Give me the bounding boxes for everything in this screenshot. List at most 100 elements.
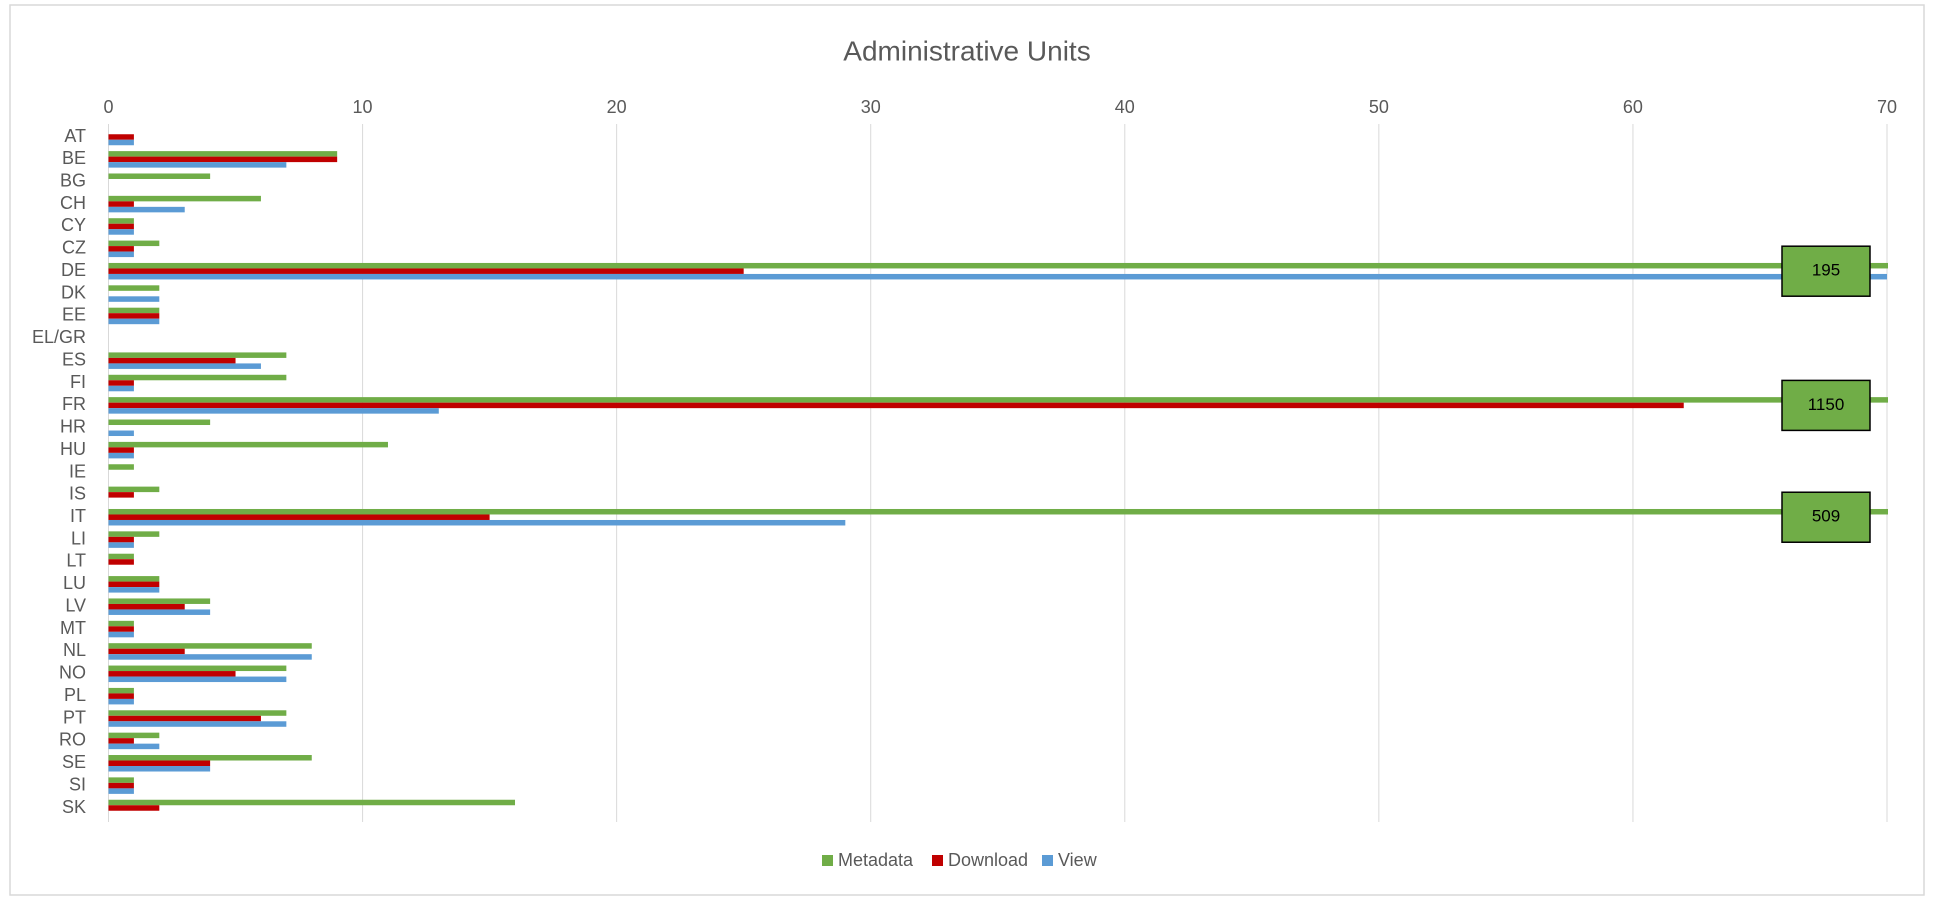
bar: [108, 805, 160, 811]
bar: [108, 374, 287, 381]
x-tick-label: 70: [1877, 97, 1897, 117]
bar: [108, 698, 134, 705]
category-label: LI: [71, 528, 86, 548]
bar: [108, 755, 312, 761]
bar: [108, 626, 134, 632]
bar: [108, 643, 312, 649]
x-tick-label: 20: [607, 97, 627, 117]
category-label: EE: [62, 305, 86, 325]
bar: [108, 777, 134, 783]
bar: [108, 195, 261, 202]
x-tick-label: 40: [1115, 97, 1135, 117]
bar: [108, 307, 160, 314]
x-tick-label: 50: [1369, 97, 1389, 117]
bar: [108, 162, 287, 168]
category-label: DE: [61, 260, 86, 280]
bar: [108, 598, 211, 604]
bar: [108, 408, 439, 414]
category-label: NL: [63, 640, 86, 660]
bar: [108, 262, 1888, 269]
category-label: BE: [62, 148, 86, 168]
bar: [108, 385, 134, 392]
bar: [108, 531, 160, 537]
bar: [108, 229, 134, 235]
value-label-box: [1781, 245, 1871, 297]
category-label: EL/GR: [32, 327, 86, 347]
bar: [108, 693, 134, 699]
category-label: LU: [63, 573, 86, 593]
value-label-box: [1781, 379, 1871, 432]
bar: [108, 173, 211, 179]
bar: [108, 687, 134, 694]
category-label: IT: [70, 506, 86, 526]
bar: [108, 581, 160, 588]
category-label: HR: [60, 417, 86, 437]
bar: [108, 151, 338, 157]
bar: [108, 715, 261, 722]
bar: [108, 654, 312, 660]
bar: [108, 273, 1887, 280]
bar: [108, 139, 134, 146]
bar: [108, 760, 211, 767]
category-label: HU: [60, 439, 86, 459]
legend-label: View: [1058, 850, 1098, 870]
bar: [108, 357, 236, 364]
category-label: SK: [62, 797, 86, 817]
bar: [108, 441, 388, 448]
bar: [108, 313, 160, 319]
bar: [108, 486, 160, 493]
category-label: CY: [61, 215, 86, 235]
x-tick-label: 60: [1623, 97, 1643, 117]
bar: [108, 782, 134, 789]
category-label: LT: [66, 551, 86, 571]
legend-label: Download: [948, 850, 1028, 870]
bar: [108, 240, 160, 247]
x-tick-label: 0: [103, 97, 113, 117]
bar: [108, 587, 160, 593]
bar: [108, 536, 134, 543]
bar: [108, 631, 134, 638]
bar: [108, 732, 160, 739]
bar: [108, 296, 160, 302]
bar: [108, 514, 490, 520]
bar: [108, 676, 287, 683]
value-label: 1150: [1808, 395, 1845, 414]
legend-swatch: [1042, 855, 1053, 866]
legend-swatch: [932, 855, 943, 866]
bar: [108, 559, 134, 565]
bar: [108, 710, 287, 716]
bar: [108, 223, 134, 230]
bar: [108, 671, 236, 677]
value-label: 509: [1812, 507, 1840, 526]
bar: [108, 397, 1888, 403]
bar: [108, 665, 287, 672]
category-label: AT: [64, 126, 86, 146]
bar: [108, 201, 134, 207]
bar: [108, 318, 160, 325]
chart-border: [9, 4, 1925, 896]
bar: [108, 246, 134, 252]
bar: [108, 492, 134, 498]
bar: [108, 206, 185, 213]
x-tick-label: 30: [861, 97, 881, 117]
category-label: SI: [69, 774, 86, 794]
bar: [108, 380, 134, 386]
bar: [108, 620, 134, 627]
category-label: CZ: [62, 238, 86, 258]
category-label: BG: [60, 170, 86, 190]
bar: [108, 553, 134, 560]
category-label: RO: [59, 730, 86, 750]
category-label: PT: [63, 707, 86, 727]
bar: [108, 738, 134, 744]
category-label: NO: [59, 663, 86, 683]
bar: [108, 609, 211, 615]
bar: [108, 452, 134, 459]
bar: [108, 743, 160, 750]
bar: [108, 766, 211, 772]
bar: [108, 419, 211, 426]
bar: [108, 447, 134, 453]
bar: [108, 542, 134, 548]
bar: [108, 576, 160, 582]
bar: [108, 464, 134, 470]
bar: [108, 285, 160, 291]
